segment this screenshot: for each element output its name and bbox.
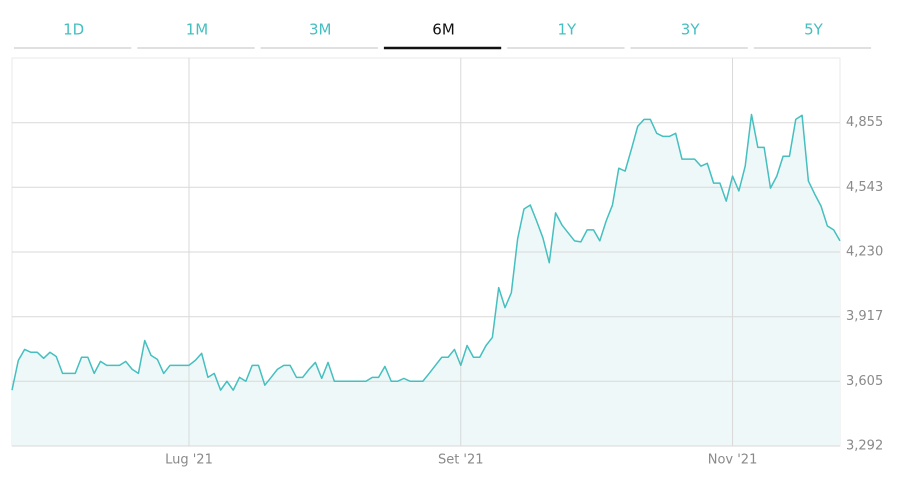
x-tick-label: Lug '21: [165, 453, 213, 468]
x-tick-label: Nov '21: [708, 453, 758, 468]
range-tab[interactable]: 3Y: [681, 21, 701, 39]
y-tick-label: 3,605: [846, 374, 883, 389]
range-tab[interactable]: 6M: [432, 21, 455, 39]
y-tick-label: 4,543: [846, 180, 883, 195]
price-line: [11, 113, 841, 391]
y-tick-label: 4,230: [846, 245, 883, 260]
range-tab[interactable]: 5Y: [804, 21, 824, 39]
area-fill: [12, 114, 840, 447]
x-tick-label: Set '21: [438, 453, 484, 468]
range-tab[interactable]: 1Y: [557, 21, 577, 39]
y-tick-label: 3,292: [846, 439, 883, 454]
range-tab[interactable]: 3M: [309, 21, 332, 39]
y-tick-label: 3,917: [846, 309, 883, 324]
range-tab[interactable]: 1D: [63, 21, 84, 39]
y-tick-label: 4,855: [846, 115, 883, 130]
range-tab[interactable]: 1M: [186, 21, 209, 39]
